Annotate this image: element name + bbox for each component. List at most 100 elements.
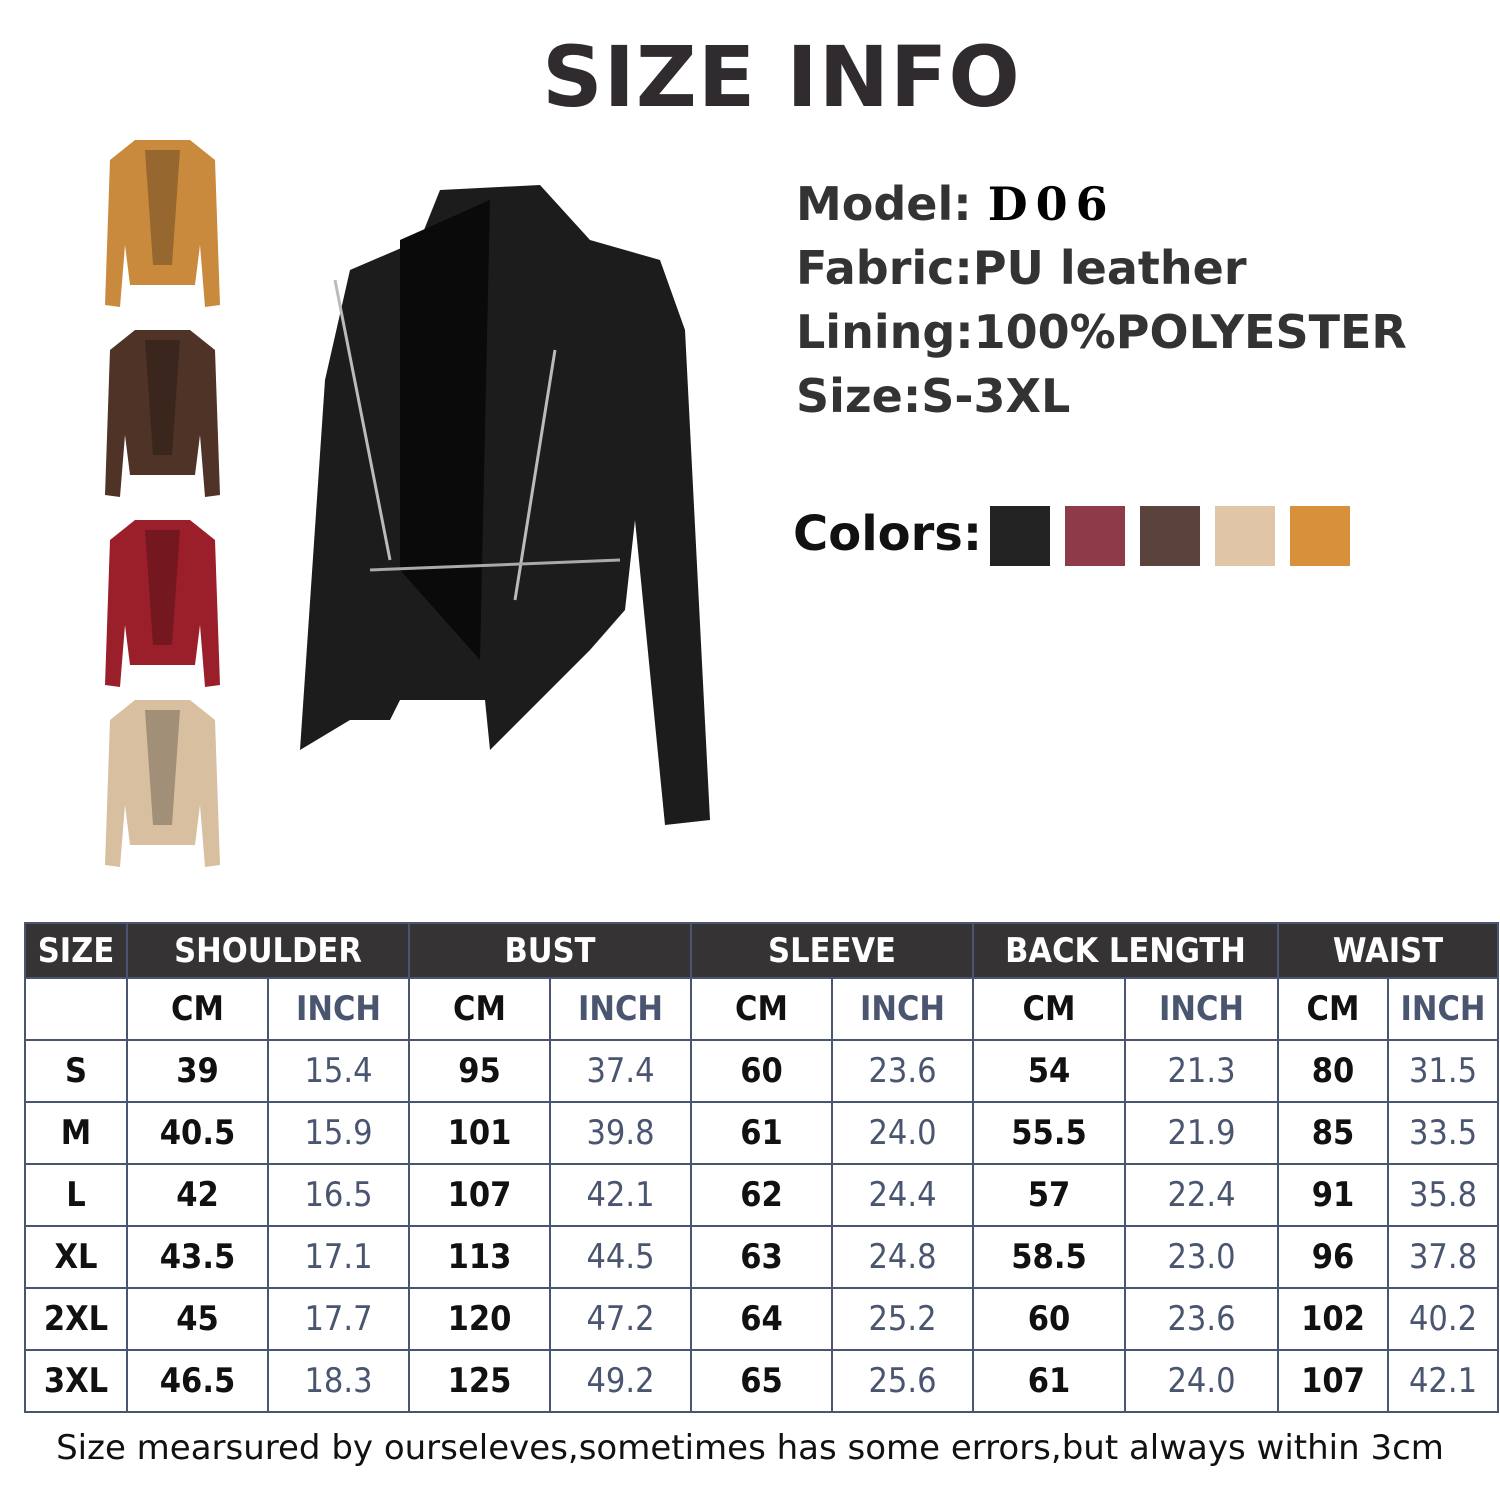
measurement-cell: 65: [690, 1349, 833, 1413]
size-cell: L: [24, 1163, 128, 1227]
unit-header: INCH: [1124, 977, 1279, 1041]
measurement-cell: 91: [1277, 1163, 1389, 1227]
measurement-cell: 120: [408, 1287, 551, 1351]
measurement-cell: 125: [408, 1349, 551, 1413]
model-code: D06: [987, 177, 1116, 231]
size-table: SIZE SHOULDER BUST SLEEVE BACK LENGTH WAIST C…: [24, 922, 1499, 1413]
unit-header: INCH: [549, 977, 692, 1041]
measurement-cell: 24.0: [1124, 1349, 1279, 1413]
measurement-cell: 80: [1277, 1039, 1389, 1103]
column-header: SIZE: [24, 922, 128, 979]
unit-header: INCH: [267, 977, 410, 1041]
lining-line: Lining:100%POLYESTER: [796, 305, 1407, 359]
measurement-cell: 43.5: [126, 1225, 269, 1289]
measurement-cell: 63: [690, 1225, 833, 1289]
measurement-cell: 107: [1277, 1349, 1389, 1413]
size-cell: 3XL: [24, 1349, 128, 1413]
measurement-cell: 15.4: [267, 1039, 410, 1103]
measurement-cell: 54: [972, 1039, 1126, 1103]
measurement-cell: 55.5: [972, 1101, 1126, 1165]
size-range-line: Size:S-3XL: [796, 369, 1071, 423]
table-row: M 40.5 15.9 101 39.8 61 24.0 55.5 21.9 85 33.5: [24, 1101, 1499, 1165]
measurement-cell: 49.2: [549, 1349, 692, 1413]
measurement-cell: 22.4: [1124, 1163, 1279, 1227]
measurement-cell: 25.6: [831, 1349, 974, 1413]
unit-header: CM: [1277, 977, 1389, 1041]
color-swatch: [1215, 506, 1275, 566]
measurement-cell: 101: [408, 1101, 551, 1165]
measurement-cell: 47.2: [549, 1287, 692, 1351]
measurement-cell: 42: [126, 1163, 269, 1227]
measurement-cell: 24.4: [831, 1163, 974, 1227]
measurement-cell: 61: [690, 1101, 833, 1165]
table-row: S 39 15.4 95 37.4 60 23.6 54 21.3 80 31.5: [24, 1039, 1499, 1103]
measurement-cell: 60: [972, 1287, 1126, 1351]
jacket-thumbnail: [105, 520, 220, 687]
measurement-cell: 40.2: [1387, 1287, 1499, 1351]
size-cell: S: [24, 1039, 128, 1103]
measurement-cell: 60: [690, 1039, 833, 1103]
measurement-cell: 17.1: [267, 1225, 410, 1289]
unit-header: CM: [126, 977, 269, 1041]
column-header: WAIST: [1277, 922, 1499, 979]
jacket-thumbnail: [105, 140, 220, 307]
measurement-cell: 45: [126, 1287, 269, 1351]
measurement-cell: 24.8: [831, 1225, 974, 1289]
color-swatch: [1290, 506, 1350, 566]
measurement-note: Size mearsured by ourseleves,sometimes h…: [56, 1428, 1444, 1468]
unit-header: INCH: [831, 977, 974, 1041]
size-cell: M: [24, 1101, 128, 1165]
measurement-cell: 61: [972, 1349, 1126, 1413]
measurement-cell: 42.1: [549, 1163, 692, 1227]
fabric-line: Fabric:PU leather: [796, 241, 1247, 295]
measurement-cell: 46.5: [126, 1349, 269, 1413]
unit-header: CM: [408, 977, 551, 1041]
unit-header: [24, 977, 128, 1041]
measurement-cell: 16.5: [267, 1163, 410, 1227]
table-row: L 42 16.5 107 42.1 62 24.4 57 22.4 91 35.8: [24, 1163, 1499, 1227]
size-cell: XL: [24, 1225, 128, 1289]
measurement-cell: 64: [690, 1287, 833, 1351]
measurement-cell: 95: [408, 1039, 551, 1103]
unit-header: CM: [972, 977, 1126, 1041]
measurement-cell: 25.2: [831, 1287, 974, 1351]
color-swatch: [990, 506, 1050, 566]
column-header: BUST: [408, 922, 692, 979]
measurement-cell: 107: [408, 1163, 551, 1227]
measurement-cell: 37.4: [549, 1039, 692, 1103]
size-cell: 2XL: [24, 1287, 128, 1351]
measurement-cell: 35.8: [1387, 1163, 1499, 1227]
model-label: Model:: [796, 177, 972, 231]
column-header: SLEEVE: [690, 922, 974, 979]
measurement-cell: 21.9: [1124, 1101, 1279, 1165]
jacket-thumbnail: [105, 330, 220, 497]
jacket-thumbnail: [105, 700, 220, 867]
measurement-cell: 39: [126, 1039, 269, 1103]
measurement-cell: 42.1: [1387, 1349, 1499, 1413]
measurement-cell: 31.5: [1387, 1039, 1499, 1103]
column-header: BACK LENGTH: [972, 922, 1279, 979]
measurement-cell: 39.8: [549, 1101, 692, 1165]
measurement-cell: 15.9: [267, 1101, 410, 1165]
column-header: SHOULDER: [126, 922, 410, 979]
measurement-cell: 18.3: [267, 1349, 410, 1413]
page-title: SIZE INFO: [542, 28, 1021, 126]
measurement-cell: 58.5: [972, 1225, 1126, 1289]
measurement-cell: 40.5: [126, 1101, 269, 1165]
measurement-cell: 33.5: [1387, 1101, 1499, 1165]
measurement-cell: 44.5: [549, 1225, 692, 1289]
color-swatch: [1065, 506, 1125, 566]
colors-label: Colors:: [793, 506, 983, 562]
table-row: 2XL 45 17.7 120 47.2 64 25.2 60 23.6 102 40.2: [24, 1287, 1499, 1351]
measurement-cell: 37.8: [1387, 1225, 1499, 1289]
table-row: 3XL 46.5 18.3 125 49.2 65 25.6 61 24.0 107 42.1: [24, 1349, 1499, 1413]
unit-header: INCH: [1387, 977, 1499, 1041]
table-row: XL 43.5 17.1 113 44.5 63 24.8 58.5 23.0 96 37.8: [24, 1225, 1499, 1289]
measurement-cell: 102: [1277, 1287, 1389, 1351]
measurement-cell: 24.0: [831, 1101, 974, 1165]
measurement-cell: 23.6: [831, 1039, 974, 1103]
measurement-cell: 96: [1277, 1225, 1389, 1289]
measurement-cell: 85: [1277, 1101, 1389, 1165]
measurement-cell: 21.3: [1124, 1039, 1279, 1103]
